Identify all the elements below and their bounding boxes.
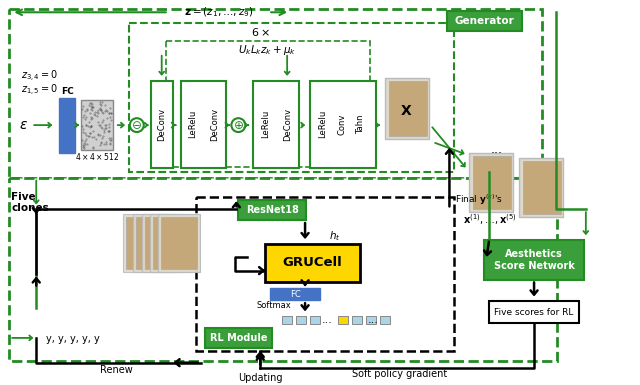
- Bar: [133, 214, 175, 271]
- Text: Five scores for RL: Five scores for RL: [494, 308, 573, 317]
- Bar: [253, 80, 299, 168]
- Bar: [205, 328, 272, 348]
- Bar: [161, 217, 196, 269]
- Text: Conv: Conv: [337, 114, 346, 135]
- Text: $z_{3,4}=0$: $z_{3,4}=0$: [21, 69, 58, 84]
- Text: $U_k L_k z_k + \mu_k$: $U_k L_k z_k + \mu_k$: [238, 43, 296, 57]
- Text: $h_t$: $h_t$: [329, 229, 340, 243]
- Bar: [310, 316, 320, 324]
- Text: Softmax: Softmax: [256, 301, 291, 310]
- Text: RL Module: RL Module: [210, 333, 267, 343]
- Bar: [310, 80, 376, 168]
- Text: ...: ...: [490, 143, 502, 156]
- Bar: [196, 198, 454, 351]
- Text: $\epsilon$: $\epsilon$: [19, 118, 28, 132]
- Bar: [59, 99, 75, 153]
- Bar: [238, 200, 306, 220]
- Text: LeRelu: LeRelu: [260, 110, 269, 138]
- Text: Soft policy gradient: Soft policy gradient: [352, 368, 447, 378]
- Bar: [380, 316, 390, 324]
- Text: $\mathbf{x}^{(1)},\ldots,\mathbf{x}^{(5)}$: $\mathbf{x}^{(1)},\ldots,\mathbf{x}^{(5)…: [463, 212, 516, 226]
- Bar: [123, 214, 164, 271]
- Bar: [10, 9, 542, 177]
- Text: LeRelu: LeRelu: [188, 110, 197, 138]
- Bar: [126, 217, 162, 269]
- Bar: [469, 153, 513, 212]
- Bar: [265, 244, 360, 281]
- Bar: [385, 78, 429, 139]
- Bar: [129, 23, 454, 172]
- Bar: [270, 288, 320, 300]
- Bar: [151, 80, 173, 168]
- Text: GRUCell: GRUCell: [282, 256, 342, 269]
- Text: $\mathbf{X}$: $\mathbf{X}$: [401, 104, 413, 118]
- Text: FC: FC: [61, 87, 74, 96]
- Text: $6\times$: $6\times$: [251, 26, 270, 38]
- Text: ResNet18: ResNet18: [246, 205, 299, 215]
- Text: ...: ...: [367, 315, 378, 325]
- Text: Final $\mathbf{y}^{(k)}$'s: Final $\mathbf{y}^{(k)}$'s: [456, 192, 503, 206]
- Text: Aesthetics
Score Network: Aesthetics Score Network: [493, 249, 575, 271]
- Bar: [150, 214, 191, 271]
- Text: Updating: Updating: [238, 373, 282, 383]
- Bar: [352, 316, 362, 324]
- Text: DeConv: DeConv: [157, 107, 166, 141]
- Text: FC: FC: [290, 290, 301, 299]
- Text: $z_{1,5}=0$: $z_{1,5}=0$: [21, 83, 58, 98]
- Bar: [282, 316, 292, 324]
- Text: ...: ...: [321, 315, 332, 325]
- Text: y, y, y, y, y: y, y, y, y, y: [46, 334, 100, 344]
- Text: Renew: Renew: [99, 365, 132, 375]
- Bar: [523, 161, 561, 214]
- Text: $\mathbf{z}=(z_1,\ldots,z_9)$: $\mathbf{z}=(z_1,\ldots,z_9)$: [184, 5, 253, 19]
- Bar: [484, 240, 584, 280]
- Bar: [166, 41, 370, 167]
- Text: DeConv: DeConv: [210, 107, 219, 141]
- Bar: [81, 100, 113, 150]
- Bar: [157, 214, 200, 271]
- Bar: [136, 217, 172, 269]
- Text: $4\times4\times512$: $4\times4\times512$: [75, 151, 119, 162]
- Bar: [519, 158, 563, 217]
- Text: Generator: Generator: [455, 16, 515, 26]
- Bar: [447, 11, 522, 31]
- Text: Five
clones: Five clones: [12, 191, 49, 213]
- Bar: [474, 156, 511, 209]
- Bar: [145, 217, 180, 269]
- Text: Tahn: Tahn: [356, 114, 365, 134]
- Bar: [388, 80, 426, 136]
- Text: LeRelu: LeRelu: [319, 110, 328, 138]
- Bar: [296, 316, 306, 324]
- Text: DeConv: DeConv: [283, 107, 292, 141]
- Bar: [153, 217, 189, 269]
- Bar: [338, 316, 348, 324]
- Bar: [180, 80, 227, 168]
- Bar: [489, 301, 579, 323]
- Text: $\oplus$: $\oplus$: [233, 119, 244, 132]
- Bar: [142, 214, 184, 271]
- Bar: [366, 316, 376, 324]
- Bar: [10, 177, 557, 361]
- Text: $\ominus$: $\ominus$: [131, 119, 142, 132]
